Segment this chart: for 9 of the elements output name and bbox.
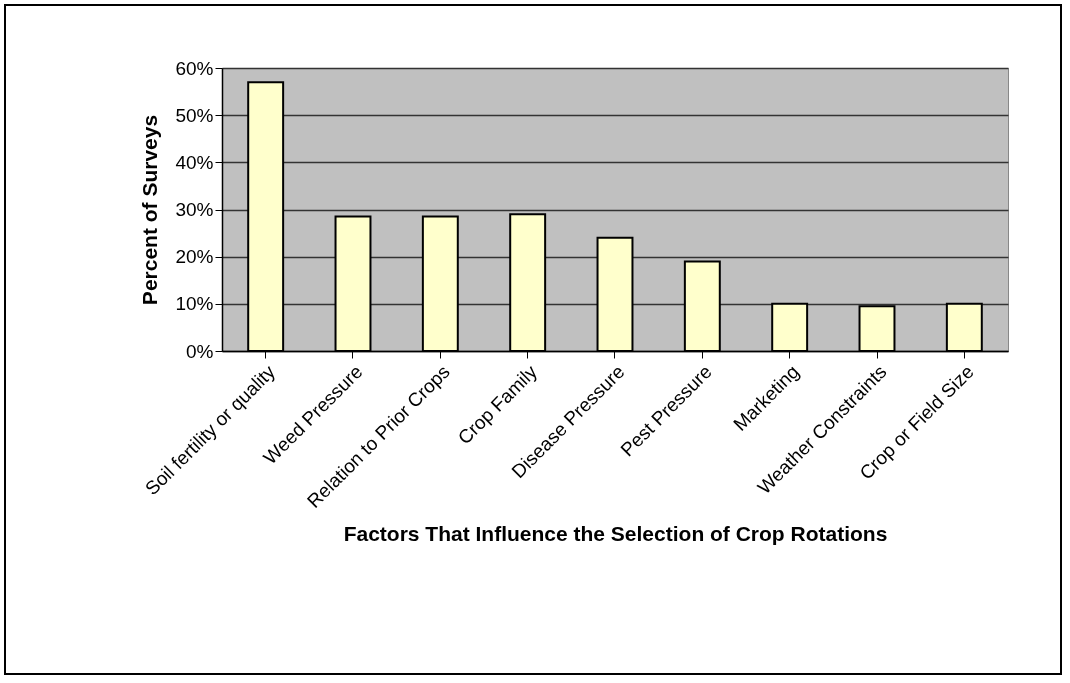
y-tick-label: 50%: [175, 104, 214, 126]
y-tick-label: 40%: [175, 151, 214, 173]
y-axis-title: Percent of Surveys: [138, 114, 162, 306]
y-tick-label: 0%: [186, 340, 214, 362]
y-tick-label: 20%: [175, 246, 214, 268]
y-tick-label: 30%: [175, 199, 214, 220]
y-tick-label: 60%: [175, 57, 214, 79]
y-tick-label: 10%: [175, 293, 214, 315]
x-axis-title: Factors That Influence the Selection of Crop Rotations: [343, 521, 888, 545]
